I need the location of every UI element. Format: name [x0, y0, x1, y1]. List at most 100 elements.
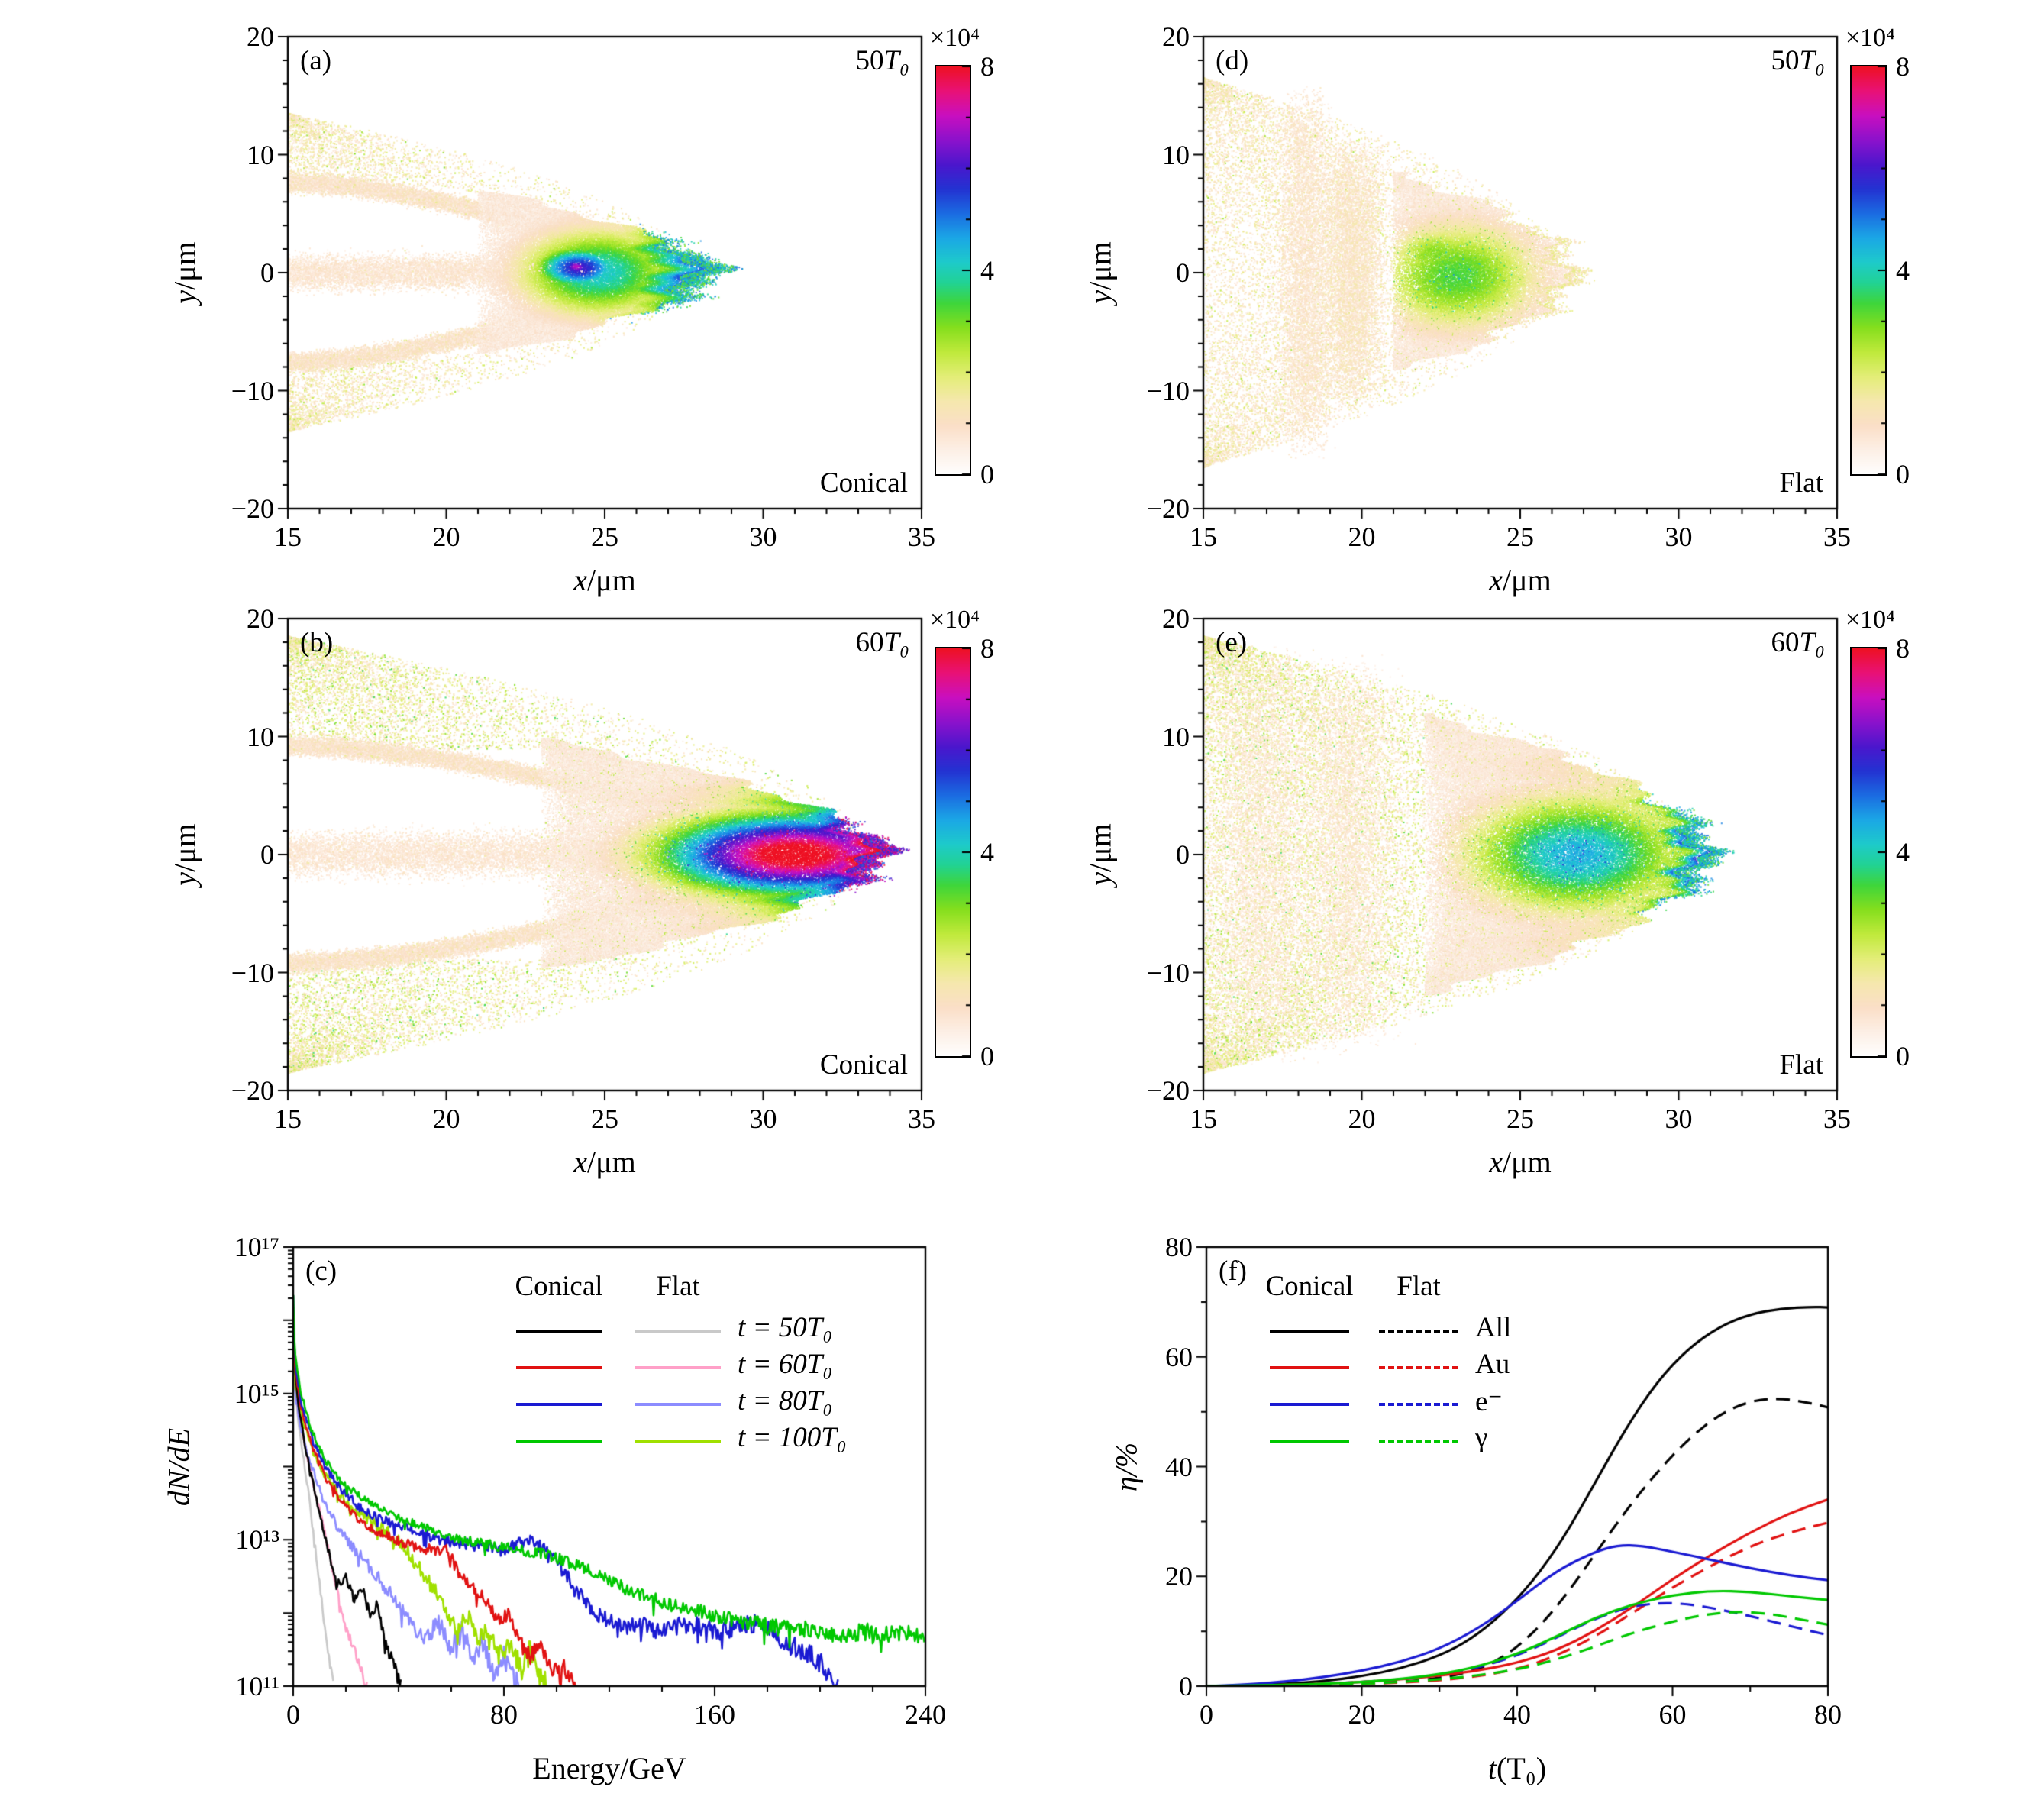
y-tick-label: 0 — [1176, 257, 1190, 288]
target-label: Flat — [1779, 467, 1823, 499]
x-tick-label: 20 — [432, 522, 460, 552]
density-scatter — [288, 37, 922, 509]
x-tick-label: 30 — [1665, 1103, 1693, 1134]
x-tick-label: 60 — [1658, 1699, 1687, 1730]
x-tick-label: 25 — [1506, 522, 1534, 552]
y-tick-label: 10¹¹ — [235, 1671, 279, 1701]
x-axis-title: t(T₀) — [1487, 1751, 1547, 1785]
x-tick-label: 30 — [1665, 522, 1693, 552]
legend: Conical Flat All Au e⁻ γ — [1206, 1247, 1828, 1686]
y-tick-label: −20 — [231, 1075, 274, 1106]
colorbar-tick-label: 8 — [1896, 633, 1910, 664]
y-tick-label: 20 — [1165, 1561, 1193, 1592]
panel-letter: (b) — [300, 627, 334, 658]
y-tick-label: −10 — [1146, 957, 1190, 988]
colorbar: ×10⁴ 0 4 8 — [930, 24, 994, 490]
density-scatter — [288, 619, 922, 1091]
x-tick-label: 240 — [905, 1699, 946, 1730]
colorbar: ×10⁴ 0 4 8 — [1845, 606, 1910, 1071]
target-label: Flat — [1779, 1049, 1823, 1081]
legend-label: t = 50T₀ — [738, 1312, 833, 1343]
y-tick-label: 10 — [247, 139, 274, 170]
x-axis-title: x/μm — [573, 563, 636, 597]
density-scatter — [1203, 619, 1837, 1091]
x-tick-label: 15 — [1190, 522, 1217, 552]
panel-letter: (e) — [1216, 627, 1248, 658]
legend-swatch-flat — [635, 1366, 721, 1369]
legend-label: e⁻ — [1475, 1386, 1503, 1417]
colorbar-scale-label: ×10⁴ — [930, 606, 980, 634]
target-label: Conical — [819, 467, 908, 499]
colorbar: ×10⁴ 0 4 8 — [1845, 24, 1910, 490]
x-axis-title: Energy/GeV — [532, 1751, 686, 1785]
colorbar-tick-label: 8 — [980, 51, 994, 82]
colorbar-gradient — [1852, 648, 1885, 1056]
panel-f-efficiency: (f) t(T₀) η/% Conical Flat All Au e⁻ γ 0 20 40 6… — [1109, 1223, 1852, 1785]
legend-swatch-conical — [1270, 1403, 1349, 1406]
legend-swatch-flat — [635, 1330, 721, 1333]
panel-d: (d) 50T₀ Flat x/μm y/μm 15 20 25 30 35 −20 −10… — [1083, 12, 1862, 597]
legend: Conical Flat t = 50T₀ t = 60T₀ t = 80T₀ t = 1… — [293, 1247, 925, 1686]
panel-letter: (d) — [1216, 45, 1249, 76]
x-tick-label: 25 — [1506, 1103, 1534, 1134]
colorbar-tick-label: 0 — [980, 1041, 994, 1071]
panel-b: (b) 60T₀ Conical x/μm y/μm 15 20 25 30 35 −20… — [168, 594, 946, 1179]
legend-swatch-conical — [516, 1330, 602, 1333]
time-label: 60T₀ — [1771, 627, 1825, 658]
x-axis-title: x/μm — [1489, 563, 1552, 597]
legend-header-conical: Conical — [1265, 1271, 1354, 1302]
y-axis-title: y/μm — [1083, 823, 1118, 886]
legend-swatch-conical — [516, 1440, 602, 1443]
y-tick-label: 80 — [1165, 1232, 1193, 1262]
panel-letter: (a) — [300, 45, 332, 76]
time-label: 60T₀ — [855, 627, 909, 658]
panel-e: (e) 60T₀ Flat x/μm y/μm 15 20 25 30 35 −20 −10… — [1083, 594, 1862, 1179]
target-label: Conical — [819, 1049, 908, 1081]
y-tick-label: 0 — [260, 839, 274, 870]
y-axis-title: y/μm — [167, 823, 202, 886]
legend-label: t = 80T₀ — [738, 1385, 833, 1417]
x-tick-label: 15 — [274, 522, 302, 552]
x-axis-title: x/μm — [1489, 1145, 1552, 1179]
legend-label: Au — [1475, 1349, 1510, 1380]
y-tick-label: 60 — [1165, 1341, 1193, 1372]
y-tick-label: 10¹⁵ — [234, 1378, 279, 1409]
y-axis-title: dN/dE — [161, 1427, 196, 1506]
colorbar-scale-label: ×10⁴ — [1845, 606, 1896, 634]
y-tick-label: 20 — [1162, 603, 1190, 634]
colorbar-tick-label: 4 — [1896, 255, 1910, 286]
y-tick-label: −20 — [1146, 1075, 1190, 1106]
legend-header-flat: Flat — [1397, 1271, 1441, 1302]
y-tick-label: −20 — [1146, 493, 1190, 524]
y-axis-title: y/μm — [1083, 241, 1118, 304]
legend-swatch-flat — [1379, 1440, 1458, 1443]
colorbar-tick-label: 0 — [1896, 459, 1910, 490]
legend-label: t = 100T₀ — [738, 1422, 847, 1453]
y-tick-label: 20 — [1162, 21, 1190, 52]
x-tick-label: 15 — [1190, 1103, 1217, 1134]
x-tick-label: 30 — [749, 522, 777, 552]
x-tick-label: 35 — [1823, 1103, 1851, 1134]
y-tick-label: −20 — [231, 493, 274, 524]
colorbar-tick-label: 4 — [1896, 837, 1910, 868]
y-tick-label: 10 — [1162, 721, 1190, 752]
legend-label: All — [1475, 1312, 1512, 1343]
x-tick-label: 160 — [694, 1699, 735, 1730]
x-tick-label: 80 — [1814, 1699, 1842, 1730]
legend-swatch-flat — [635, 1403, 721, 1406]
y-tick-label: 0 — [1176, 839, 1190, 870]
legend-swatch-conical — [1270, 1366, 1349, 1369]
colorbar-gradient — [936, 66, 970, 474]
legend-swatch-conical — [516, 1366, 602, 1369]
y-tick-label: 40 — [1165, 1451, 1193, 1482]
y-axis-title: η/% — [1109, 1442, 1144, 1491]
x-tick-label: 20 — [1348, 1699, 1376, 1730]
legend-header-flat: Flat — [656, 1271, 700, 1302]
x-tick-label: 35 — [908, 522, 935, 552]
y-tick-label: 0 — [260, 257, 274, 288]
legend-swatch-flat — [1379, 1366, 1458, 1369]
colorbar-tick-label: 4 — [980, 255, 994, 286]
legend-label: γ — [1475, 1422, 1488, 1453]
x-tick-label: 0 — [1200, 1699, 1213, 1730]
